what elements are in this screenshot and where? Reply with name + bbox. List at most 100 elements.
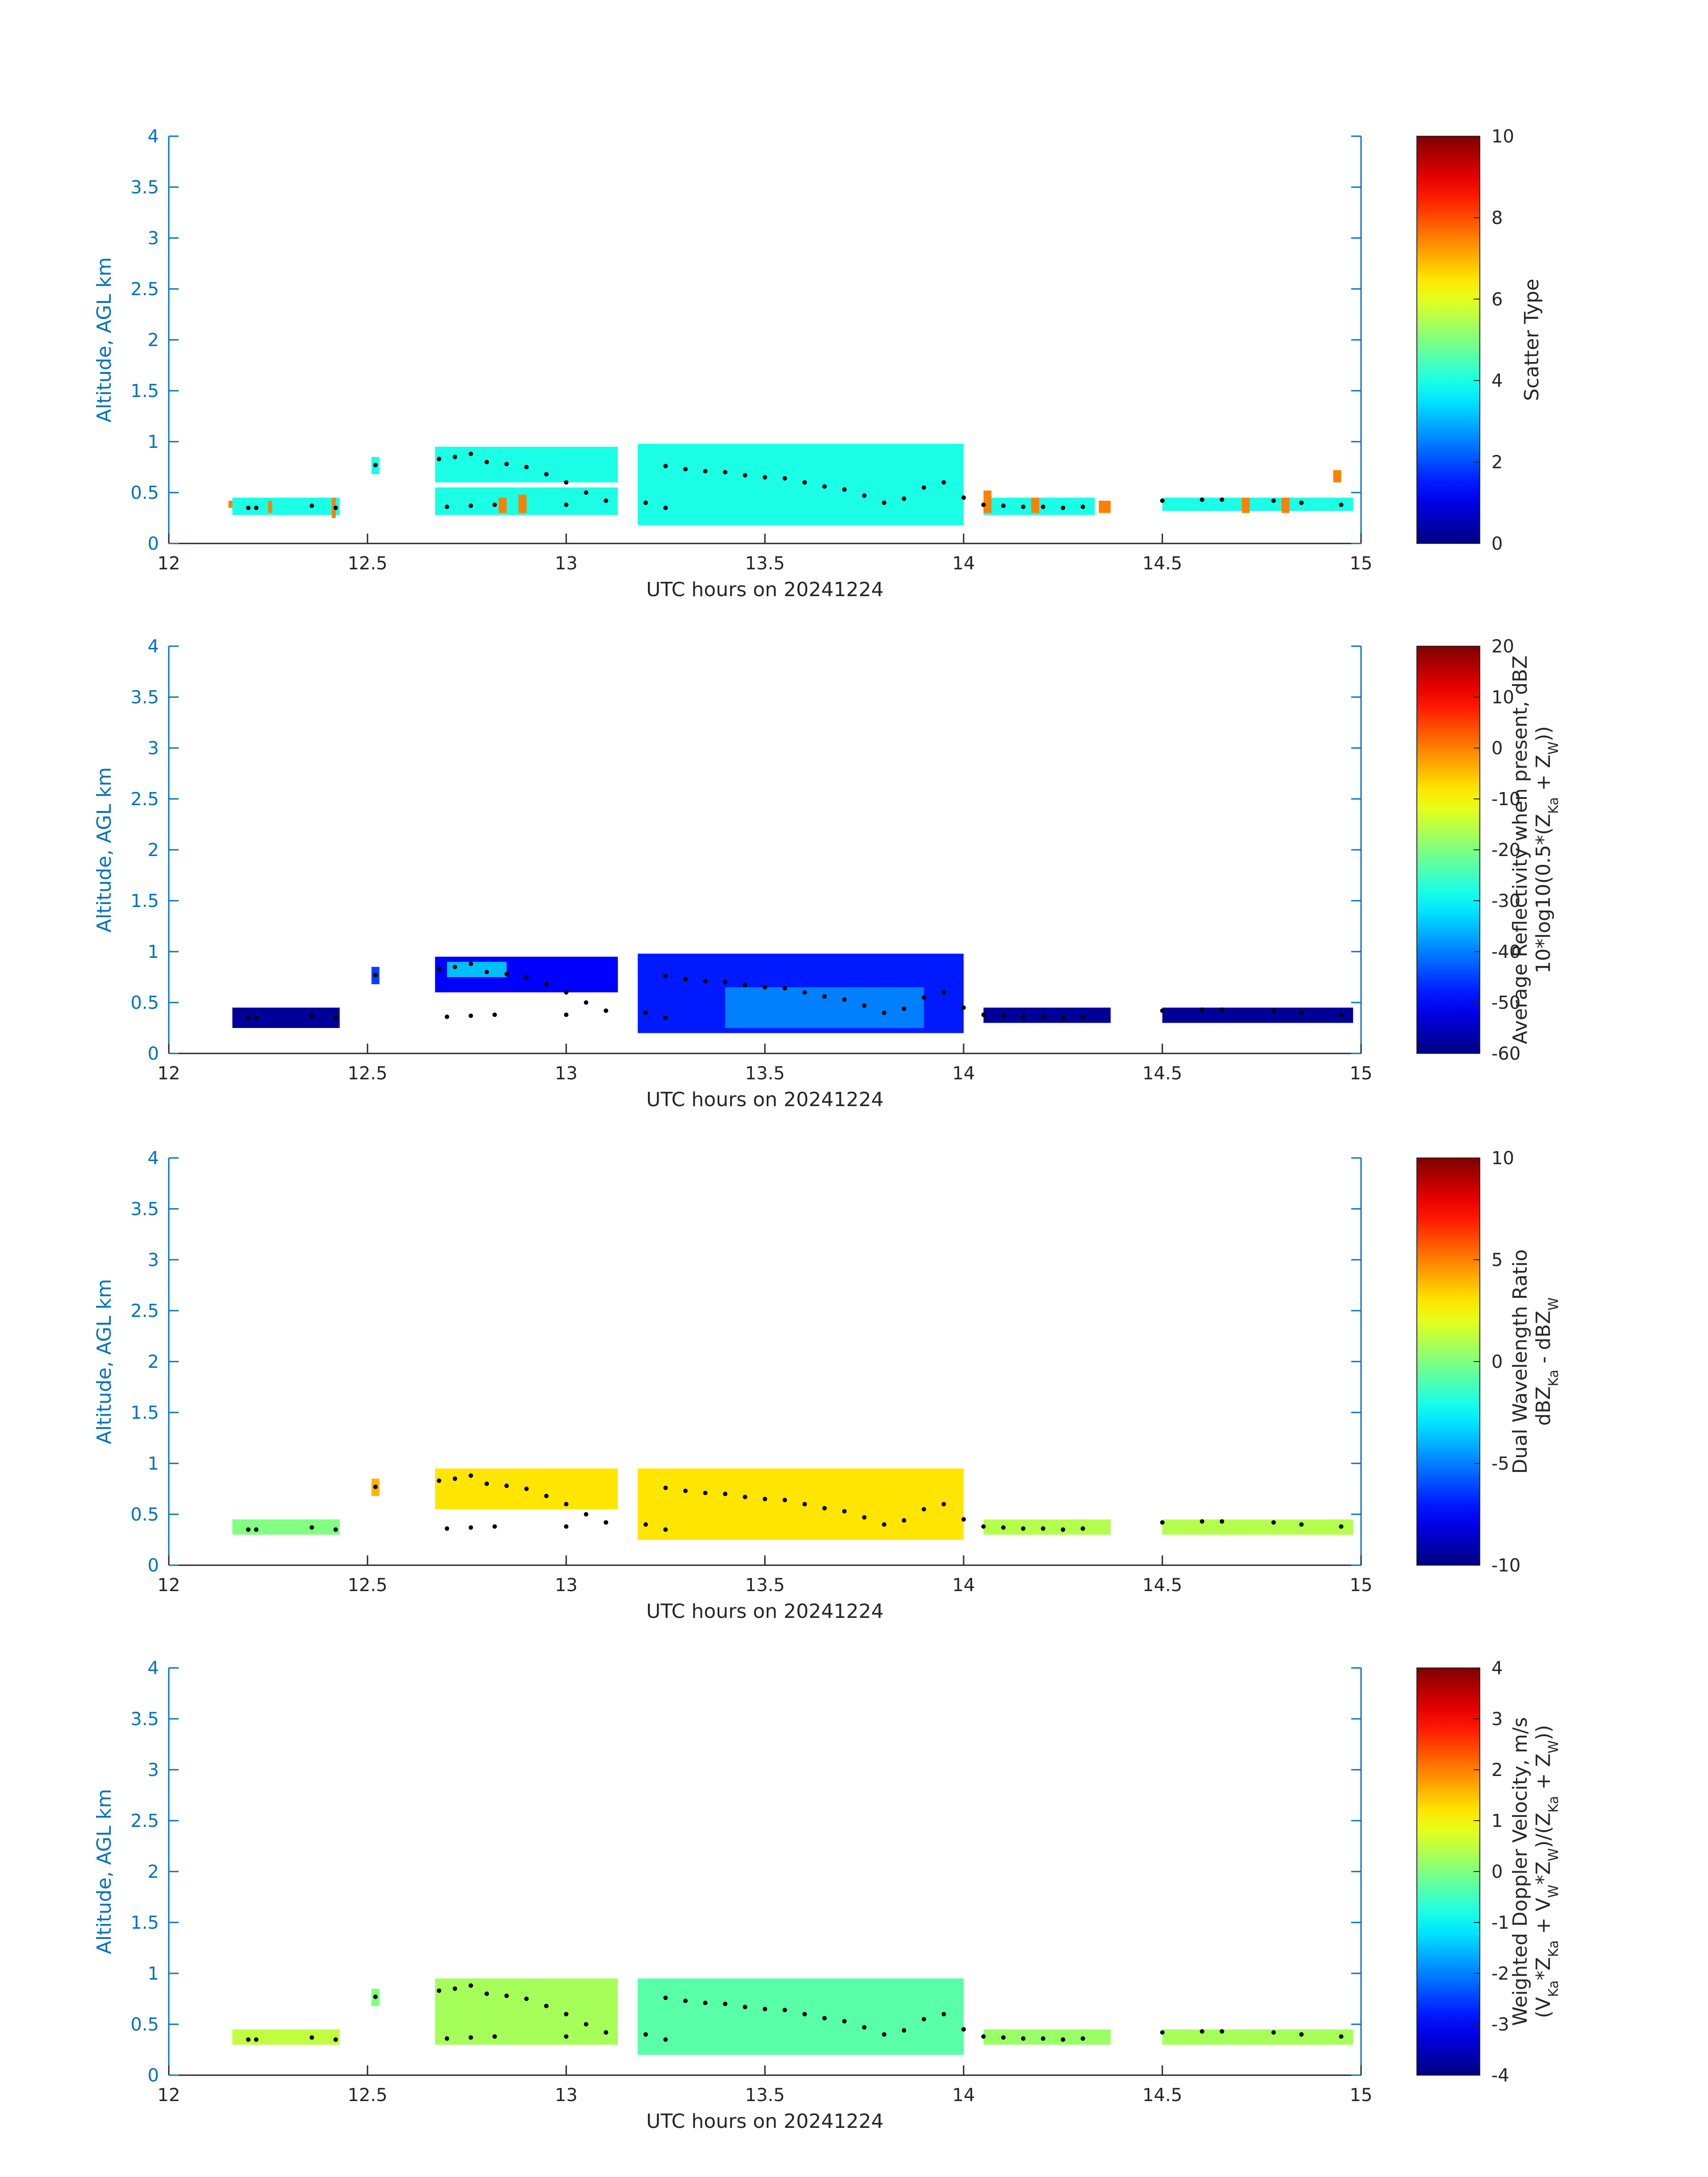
- cloud-base-marker: [1339, 502, 1344, 507]
- y-tick-label: 0: [148, 1044, 159, 1064]
- cloud-base-marker: [445, 2036, 449, 2041]
- colorbar-tick-label: 5: [1491, 1250, 1503, 1270]
- cloud-base-marker: [468, 2035, 473, 2040]
- cloud-top-marker: [961, 495, 966, 500]
- cloud-top-marker: [922, 2017, 926, 2022]
- panel-1-cloud-region: [498, 497, 507, 513]
- panel-1-cloud-region: [1282, 497, 1290, 513]
- cloud-top-marker: [663, 1485, 668, 1490]
- cloud-base-marker: [564, 1524, 568, 1529]
- x-tick-label: 13.5: [745, 553, 785, 574]
- cloud-top-marker: [862, 493, 867, 498]
- y-tick-label: 2.5: [130, 1811, 159, 1831]
- cloud-base-marker: [333, 1015, 338, 1020]
- cloud-top-marker: [564, 990, 568, 995]
- cloud-base-marker: [445, 1014, 449, 1019]
- colorbar-tick-label: 4: [1491, 1658, 1503, 1679]
- y-tick-label: 4: [148, 636, 159, 657]
- panel-2-cloud-region: [447, 961, 507, 977]
- colorbar-tick-label: 8: [1491, 208, 1503, 228]
- y-tick-label: 1: [148, 942, 159, 962]
- cloud-base-marker: [445, 1526, 449, 1531]
- y-tick-label: 3.5: [130, 1709, 159, 1730]
- cloud-top-marker: [683, 1488, 688, 1493]
- cloud-base-marker: [254, 2037, 259, 2042]
- y-tick-label: 2.5: [130, 1301, 159, 1321]
- panel-3-cloud-region: [638, 1468, 964, 1540]
- x-tick-label: 13: [555, 2085, 578, 2106]
- cloud-top-marker: [1061, 506, 1065, 510]
- y-axis-label: Altitude, AGL km: [93, 1789, 116, 1954]
- cloud-base-marker: [1339, 1012, 1344, 1017]
- cloud-top-marker: [524, 1997, 529, 2001]
- cloud-top-marker: [981, 1524, 986, 1529]
- cloud-top-marker: [683, 977, 688, 982]
- colorbar-tick-label: 20: [1491, 636, 1514, 657]
- panel-1-cloud-region: [1031, 497, 1040, 513]
- cloud-base-marker: [309, 1525, 314, 1530]
- cloud-top-marker: [802, 1502, 807, 1507]
- cloud-top-marker: [524, 975, 529, 979]
- y-tick-label: 3.5: [130, 177, 159, 198]
- cloud-base-marker: [1200, 1519, 1204, 1524]
- y-axis-label: Altitude, AGL km: [93, 767, 116, 932]
- y-tick-label: 2.5: [130, 279, 159, 300]
- cloud-base-marker: [643, 1010, 648, 1015]
- cloud-base-marker: [564, 502, 568, 507]
- x-tick-label: 13: [555, 1575, 578, 1596]
- cloud-top-marker: [723, 470, 727, 475]
- cloud-top-marker: [584, 1000, 589, 1005]
- cloud-top-marker: [822, 2016, 827, 2021]
- cloud-top-marker: [782, 1498, 787, 1503]
- cloud-base-marker: [1339, 2034, 1344, 2039]
- cloud-top-marker: [544, 982, 549, 986]
- y-tick-label: 4: [148, 1148, 159, 1169]
- cloud-top-marker: [882, 1522, 886, 1527]
- colorbar-tick-label: -3: [1491, 2014, 1509, 2035]
- cloud-top-marker: [1001, 1525, 1006, 1530]
- cloud-top-marker: [941, 2012, 946, 2017]
- cloud-top-marker: [961, 2027, 966, 2032]
- cloud-base-marker: [604, 1008, 608, 1013]
- y-tick-label: 1: [148, 1964, 159, 1984]
- colorbar-tick-label: -4: [1491, 2065, 1509, 2086]
- panel-1-cloud-region: [1162, 497, 1353, 511]
- cloud-base-marker: [246, 506, 251, 510]
- y-tick-label: 4: [148, 1658, 159, 1679]
- cloud-top-marker: [1041, 1014, 1045, 1019]
- cloud-base-marker: [1200, 497, 1204, 502]
- colorbar: [1416, 136, 1480, 544]
- cloud-top-marker: [981, 1012, 986, 1017]
- cloud-base-marker: [468, 503, 473, 508]
- cloud-top-marker: [437, 456, 442, 461]
- y-tick-label: 1.5: [130, 891, 159, 911]
- cloud-base-marker: [492, 502, 497, 507]
- cloud-top-marker: [723, 980, 727, 985]
- x-axis-label: UTC hours on 20241224: [646, 2110, 884, 2133]
- colorbar-label: dBZKa - dBZW: [1532, 1297, 1562, 1426]
- y-tick-label: 2: [148, 330, 159, 351]
- y-axis-label: Altitude, AGL km: [93, 1279, 116, 1444]
- cloud-base-marker: [1339, 1524, 1344, 1529]
- x-tick-label: 12.5: [347, 553, 387, 574]
- cloud-top-marker: [862, 2025, 867, 2030]
- y-tick-label: 1.5: [130, 381, 159, 401]
- y-tick-label: 0.5: [130, 483, 159, 503]
- cloud-top-marker: [468, 451, 473, 456]
- cloud-base-marker: [254, 1015, 259, 1020]
- panel-1-cloud-region: [1333, 470, 1341, 483]
- cloud-top-marker: [802, 480, 807, 485]
- cloud-top-marker: [782, 476, 787, 481]
- cloud-top-marker: [484, 460, 489, 464]
- cloud-top-marker: [564, 480, 568, 485]
- colorbar-tick-label: 4: [1491, 371, 1503, 391]
- panel-4-cloud-region: [638, 1978, 964, 2055]
- cloud-top-marker: [743, 1495, 748, 1500]
- cloud-base-marker: [1219, 2029, 1224, 2034]
- y-tick-label: 2: [148, 1352, 159, 1372]
- colorbar-tick-label: 2: [1491, 1760, 1503, 1780]
- cloud-top-marker: [902, 1518, 906, 1523]
- x-tick-label: 13.5: [745, 2085, 785, 2106]
- x-tick-label: 12.5: [347, 1575, 387, 1596]
